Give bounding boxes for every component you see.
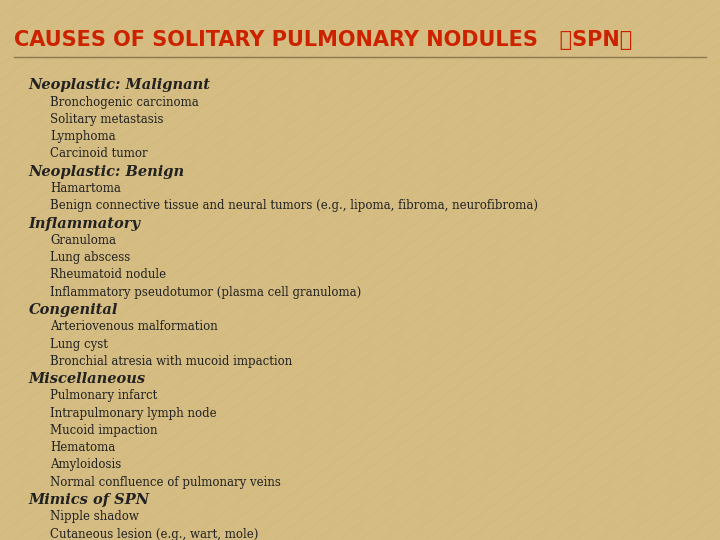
Text: Lung cyst: Lung cyst <box>50 338 108 350</box>
Text: Neoplastic: Malignant: Neoplastic: Malignant <box>29 78 211 92</box>
Text: Bronchial atresia with mucoid impaction: Bronchial atresia with mucoid impaction <box>50 355 292 368</box>
Text: Lung abscess: Lung abscess <box>50 251 130 264</box>
Text: CAUSES OF SOLITARY PULMONARY NODULES   （SPN）: CAUSES OF SOLITARY PULMONARY NODULES （SP… <box>14 30 633 50</box>
Text: Mucoid impaction: Mucoid impaction <box>50 424 158 437</box>
Text: Granuloma: Granuloma <box>50 234 117 247</box>
Text: Intrapulmonary lymph node: Intrapulmonary lymph node <box>50 407 217 420</box>
Text: Solitary metastasis: Solitary metastasis <box>50 113 164 126</box>
Text: Amyloidosis: Amyloidosis <box>50 458 122 471</box>
Text: Nipple shadow: Nipple shadow <box>50 510 139 523</box>
Text: Rheumatoid nodule: Rheumatoid nodule <box>50 268 166 281</box>
Text: Bronchogenic carcinoma: Bronchogenic carcinoma <box>50 96 199 109</box>
Text: Benign connective tissue and neural tumors (e.g., lipoma, fibroma, neurofibroma): Benign connective tissue and neural tumo… <box>50 199 539 212</box>
Text: Hematoma: Hematoma <box>50 441 116 454</box>
Text: Cutaneous lesion (e.g., wart, mole): Cutaneous lesion (e.g., wart, mole) <box>50 528 258 540</box>
Text: Arteriovenous malformation: Arteriovenous malformation <box>50 320 218 333</box>
Text: Inflammatory pseudotumor (plasma cell granuloma): Inflammatory pseudotumor (plasma cell gr… <box>50 286 361 299</box>
Text: Miscellaneous: Miscellaneous <box>29 372 146 386</box>
Text: Lymphoma: Lymphoma <box>50 130 116 143</box>
Text: Pulmonary infarct: Pulmonary infarct <box>50 389 158 402</box>
Text: Mimics of SPN: Mimics of SPN <box>29 493 150 507</box>
Text: Neoplastic: Benign: Neoplastic: Benign <box>29 165 185 179</box>
Text: Carcinoid tumor: Carcinoid tumor <box>50 147 148 160</box>
Text: Hamartoma: Hamartoma <box>50 182 121 195</box>
Text: Inflammatory: Inflammatory <box>29 217 141 231</box>
Text: Normal confluence of pulmonary veins: Normal confluence of pulmonary veins <box>50 476 282 489</box>
Text: Congenital: Congenital <box>29 303 118 317</box>
